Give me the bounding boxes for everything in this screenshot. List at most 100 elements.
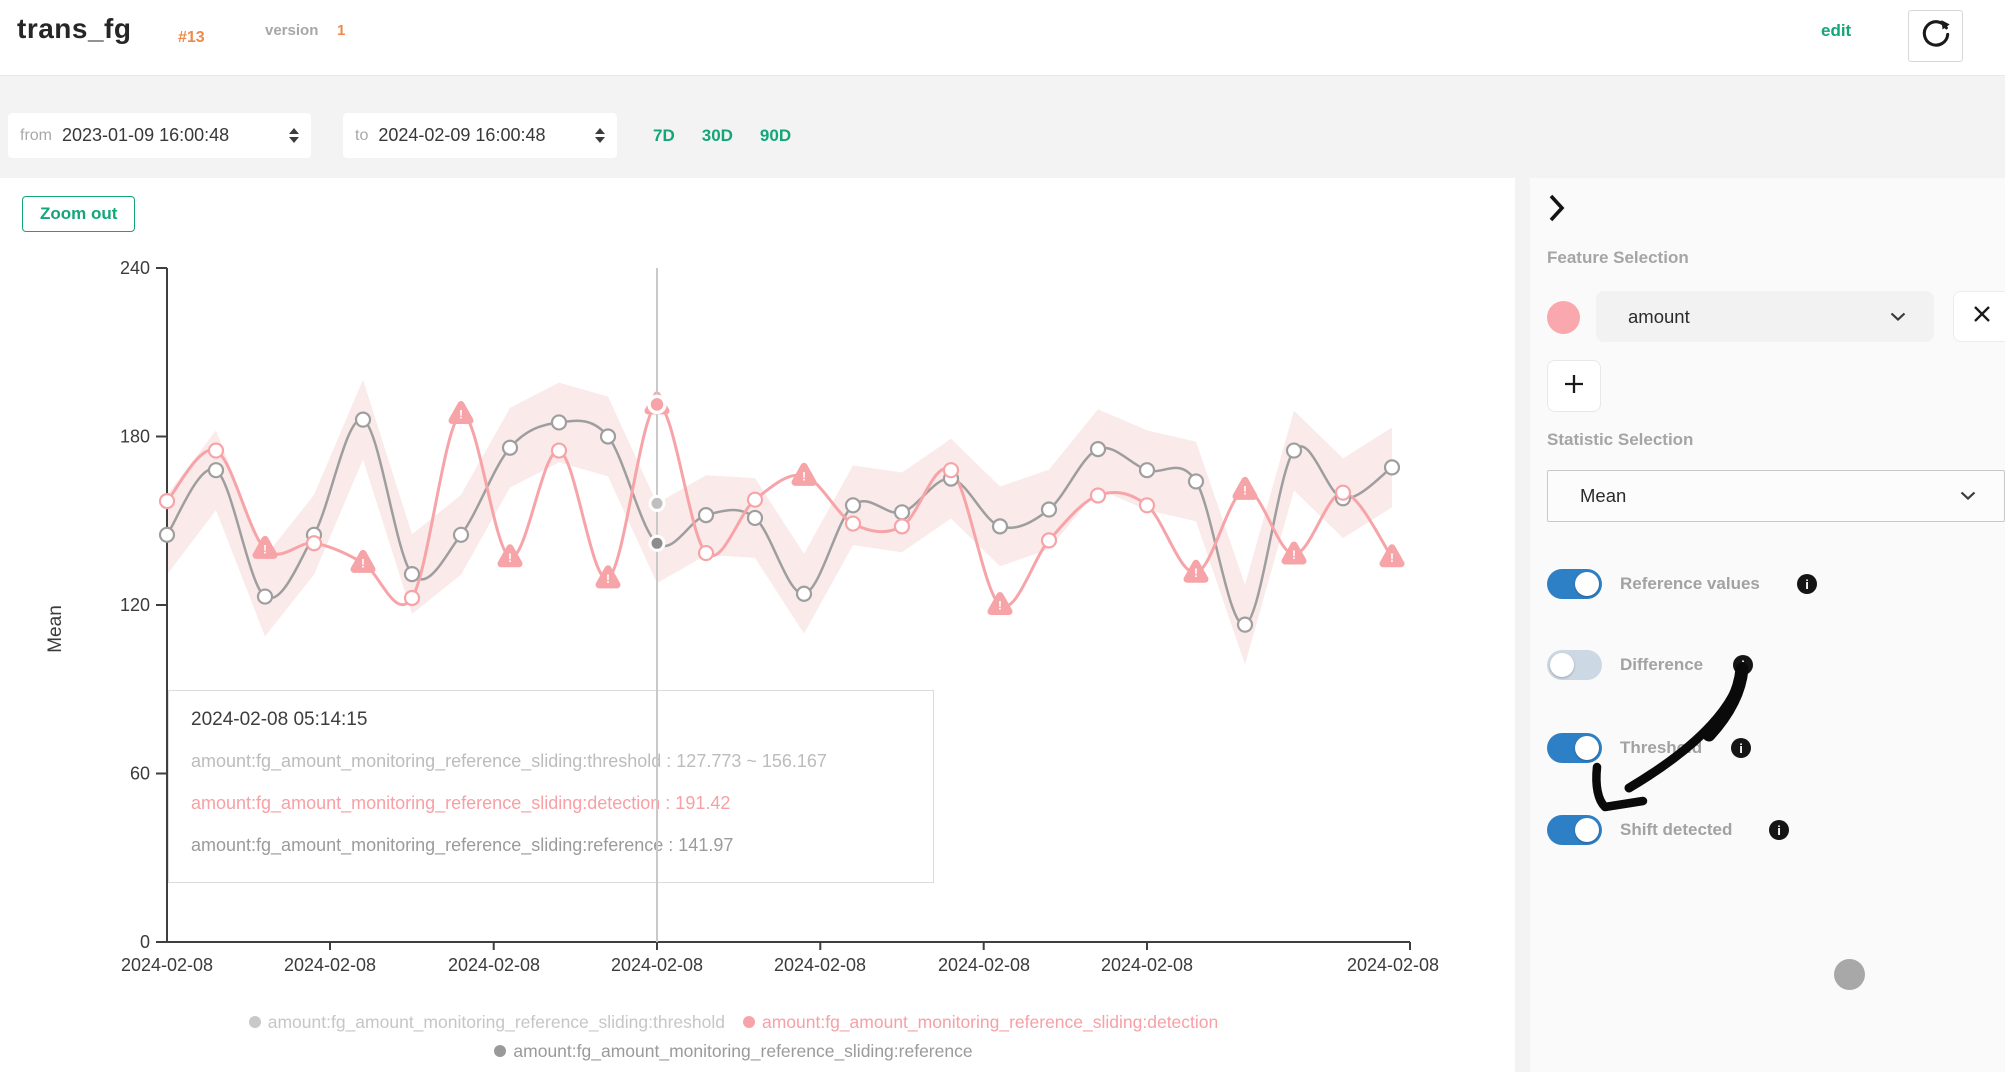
svg-text:60: 60 <box>130 764 150 784</box>
range-90d-button[interactable]: 90D <box>759 125 792 145</box>
svg-text:!: ! <box>802 469 806 483</box>
chevron-down-icon <box>1960 487 1976 505</box>
collapse-sidebar-button[interactable] <box>1548 192 1574 226</box>
svg-text:!: ! <box>1194 566 1198 580</box>
shift-warning-icon: ! <box>252 535 278 559</box>
reference-values-toggle[interactable] <box>1547 569 1602 599</box>
difference-label: Difference <box>1620 655 1704 674</box>
tooltip-detection-row: amount:fg_amount_monitoring_reference_sl… <box>191 793 731 813</box>
svg-text:!: ! <box>998 599 1002 613</box>
svg-text:2024-02-08: 2024-02-08 <box>774 955 866 975</box>
reference-dot-icon <box>494 1045 507 1057</box>
chart-crosshair <box>656 268 658 942</box>
toggle-row-threshold: Threshold i <box>1530 733 2005 763</box>
svg-text:!: ! <box>1292 548 1296 562</box>
shift-warning-icon: ! <box>1183 559 1209 583</box>
range-30d-button[interactable]: 30D <box>701 125 733 145</box>
feature-color-swatch <box>1547 301 1580 334</box>
quick-ranges: 7D 30D 90D <box>653 113 791 158</box>
svg-text:0: 0 <box>140 932 150 952</box>
settings-sidebar: Feature Selection amount Statistic Selec… <box>1530 178 2005 1072</box>
chart-tooltip: 2024-02-08 05:14:15 amount:fg_amount_mon… <box>168 690 934 883</box>
from-value: 2023-01-09 16:00:48 <box>62 125 230 145</box>
legend-item-threshold[interactable]: amount:fg_amount_monitoring_reference_sl… <box>248 1012 725 1033</box>
shift-detected-toggle[interactable] <box>1547 815 1602 845</box>
info-icon[interactable]: i <box>1731 738 1751 758</box>
remove-feature-button[interactable] <box>1953 291 2005 342</box>
edit-button[interactable]: edit <box>1821 21 1852 40</box>
svg-text:2024-02-08: 2024-02-08 <box>448 955 540 975</box>
toggle-row-shift-detected: Shift detected i <box>1530 815 2005 845</box>
shift-warning-icon: ! <box>350 549 376 573</box>
info-icon[interactable]: i <box>1733 655 1753 675</box>
shift-warning-icon: ! <box>1379 544 1405 568</box>
feature-selection-heading: Feature Selection <box>1547 248 1689 267</box>
shift-detected-label: Shift detected <box>1620 820 1733 839</box>
from-date-input[interactable]: from 2023-01-09 16:00:48 <box>8 113 311 158</box>
svg-text:2024-02-08: 2024-02-08 <box>611 955 703 975</box>
to-date-input[interactable]: to 2024-02-09 16:00:48 <box>343 113 617 158</box>
y-axis-label: Mean <box>44 605 66 653</box>
svg-text:2024-02-08: 2024-02-08 <box>938 955 1030 975</box>
header: trans_fg #13 version 1 edit <box>0 0 2005 76</box>
threshold-dot-icon <box>248 1016 261 1028</box>
chevron-down-icon <box>1890 308 1906 326</box>
refresh-button[interactable] <box>1908 10 1963 62</box>
svg-text:120: 120 <box>120 595 150 615</box>
svg-text:240: 240 <box>120 258 150 278</box>
refresh-icon <box>1918 16 1954 57</box>
statistic-selection-heading: Statistic Selection <box>1547 430 1694 449</box>
toggle-row-difference: Difference i <box>1530 650 2005 680</box>
svg-text:2024-02-08: 2024-02-08 <box>1101 955 1193 975</box>
svg-text:!: ! <box>1243 483 1247 497</box>
to-label: to <box>355 126 369 144</box>
id-badge: #13 <box>178 29 205 46</box>
to-value: 2024-02-09 16:00:48 <box>378 125 546 145</box>
chart-legend: amount:fg_amount_monitoring_reference_sl… <box>0 1011 1515 1062</box>
shift-warning-icon: ! <box>1232 476 1258 500</box>
date-spinner-icon[interactable] <box>289 128 299 143</box>
plus-icon <box>1564 374 1584 399</box>
version-value: 1 <box>337 22 346 39</box>
tooltip-reference-row: amount:fg_amount_monitoring_reference_sl… <box>191 835 734 855</box>
difference-toggle[interactable] <box>1547 650 1602 680</box>
shift-warning-icon: ! <box>791 462 817 486</box>
date-spinner-icon[interactable] <box>595 128 605 143</box>
svg-text:2024-02-08: 2024-02-08 <box>284 955 376 975</box>
legend-item-detection[interactable]: amount:fg_amount_monitoring_reference_sl… <box>742 1012 1218 1033</box>
svg-text:!: ! <box>459 408 463 422</box>
tooltip-threshold-row: amount:fg_amount_monitoring_reference_sl… <box>191 751 827 771</box>
threshold-label: Threshold <box>1620 738 1703 757</box>
zoom-out-button[interactable]: Zoom out <box>22 196 136 232</box>
svg-text:!: ! <box>361 556 365 570</box>
feature-select[interactable]: amount <box>1596 291 1934 342</box>
reference-values-label: Reference values <box>1620 574 1760 593</box>
statistic-select[interactable]: Mean <box>1547 470 2005 522</box>
svg-text:!: ! <box>508 551 512 565</box>
chart-card: 0 60 120 180 240 2024-02-08 2024-02-08 2024-02-… <box>0 178 1515 1072</box>
svg-text:!: ! <box>1390 551 1394 565</box>
from-label: from <box>20 126 52 144</box>
toggle-row-reference-values: Reference values i <box>1530 569 2005 990</box>
page-title: trans_fg <box>17 13 132 44</box>
tooltip-timestamp: 2024-02-08 05:14:15 <box>191 709 368 730</box>
monitoring-chart[interactable]: 0 60 120 180 240 2024-02-08 2024-02-08 2024-02-… <box>0 178 1515 1072</box>
add-feature-button[interactable] <box>1547 360 1601 412</box>
shift-warning-icon: ! <box>448 401 474 425</box>
shift-warning-icon: ! <box>987 592 1013 615</box>
chevron-right-icon <box>1548 194 1566 228</box>
svg-text:2024-02-08: 2024-02-08 <box>121 955 213 975</box>
version-label: version <box>265 22 319 39</box>
svg-text:!: ! <box>606 572 610 586</box>
legend-item-reference[interactable]: amount:fg_amount_monitoring_reference_sl… <box>494 1041 973 1062</box>
range-7d-button[interactable]: 7D <box>653 125 675 145</box>
svg-text:180: 180 <box>120 427 150 447</box>
threshold-toggle[interactable] <box>1547 733 1602 763</box>
info-icon[interactable]: i <box>1769 820 1789 840</box>
svg-text:!: ! <box>263 542 267 556</box>
info-icon[interactable]: i <box>1797 574 1817 594</box>
close-icon <box>1973 305 1991 328</box>
reference-color-swatch <box>1834 959 1865 990</box>
svg-text:2024-02-08: 2024-02-08 <box>1347 955 1439 975</box>
